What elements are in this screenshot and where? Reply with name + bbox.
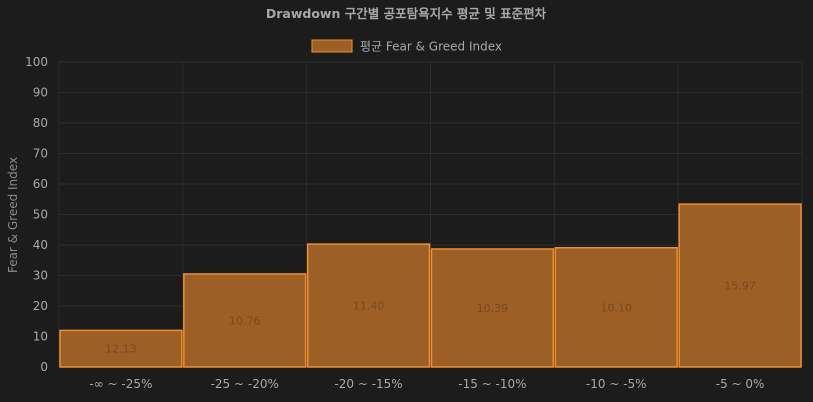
y-tick-label: 80 xyxy=(33,116,48,130)
x-tick-label: -25 ~ -20% xyxy=(211,377,279,391)
y-tick-label: 20 xyxy=(33,299,48,313)
y-axis-title: Fear & Greed Index xyxy=(6,157,20,273)
x-tick-label: -20 ~ -15% xyxy=(334,377,402,391)
grid-lines xyxy=(58,61,803,368)
bar-std-label: 10.76 xyxy=(229,314,261,327)
bar[interactable] xyxy=(183,273,307,368)
x-tick-label: -15 ~ -10% xyxy=(458,377,526,391)
y-tick-label: 30 xyxy=(33,269,48,283)
x-tick-label: -∞ ~ -25% xyxy=(89,377,152,391)
legend[interactable]: 평균 Fear & Greed Index xyxy=(311,39,502,54)
bar-std-label: 15.97 xyxy=(724,280,756,293)
bar-std-label: 12.13 xyxy=(105,343,137,356)
bar-value-labels: 12.13 10.76 11.40 10.39 10.10 15.97 xyxy=(105,280,756,356)
legend-swatch xyxy=(311,39,353,53)
y-axis-ticks: 0 10 20 30 40 50 60 70 80 90 100 xyxy=(25,55,48,374)
y-tick-label: 60 xyxy=(33,177,48,191)
y-tick-label: 70 xyxy=(33,147,48,161)
x-axis-ticks: -∞ ~ -25% -25 ~ -20% -20 ~ -15% -15 ~ -10% -… xyxy=(89,377,764,391)
bar-std-label: 11.40 xyxy=(353,300,385,313)
bars xyxy=(59,203,802,368)
bar[interactable] xyxy=(554,246,678,368)
bar[interactable] xyxy=(430,248,555,368)
y-tick-label: 40 xyxy=(33,238,48,252)
chart-title: Drawdown 구간별 공포탐욕지수 평균 및 표준편차 xyxy=(266,6,547,21)
y-tick-label: 100 xyxy=(25,55,48,69)
bar[interactable] xyxy=(306,243,431,368)
y-tick-label: 10 xyxy=(33,330,48,344)
y-tick-label: 90 xyxy=(33,86,48,100)
bar[interactable] xyxy=(59,329,183,368)
x-tick-label: -10 ~ -5% xyxy=(586,377,647,391)
bar-std-label: 10.10 xyxy=(601,301,633,314)
y-tick-label: 50 xyxy=(33,208,48,222)
bar[interactable] xyxy=(678,203,802,368)
legend-label: 평균 Fear & Greed Index xyxy=(360,40,502,54)
bar-std-label: 10.39 xyxy=(477,302,509,315)
y-tick-label: 0 xyxy=(40,360,48,374)
x-tick-label: -5 ~ 0% xyxy=(716,377,765,391)
